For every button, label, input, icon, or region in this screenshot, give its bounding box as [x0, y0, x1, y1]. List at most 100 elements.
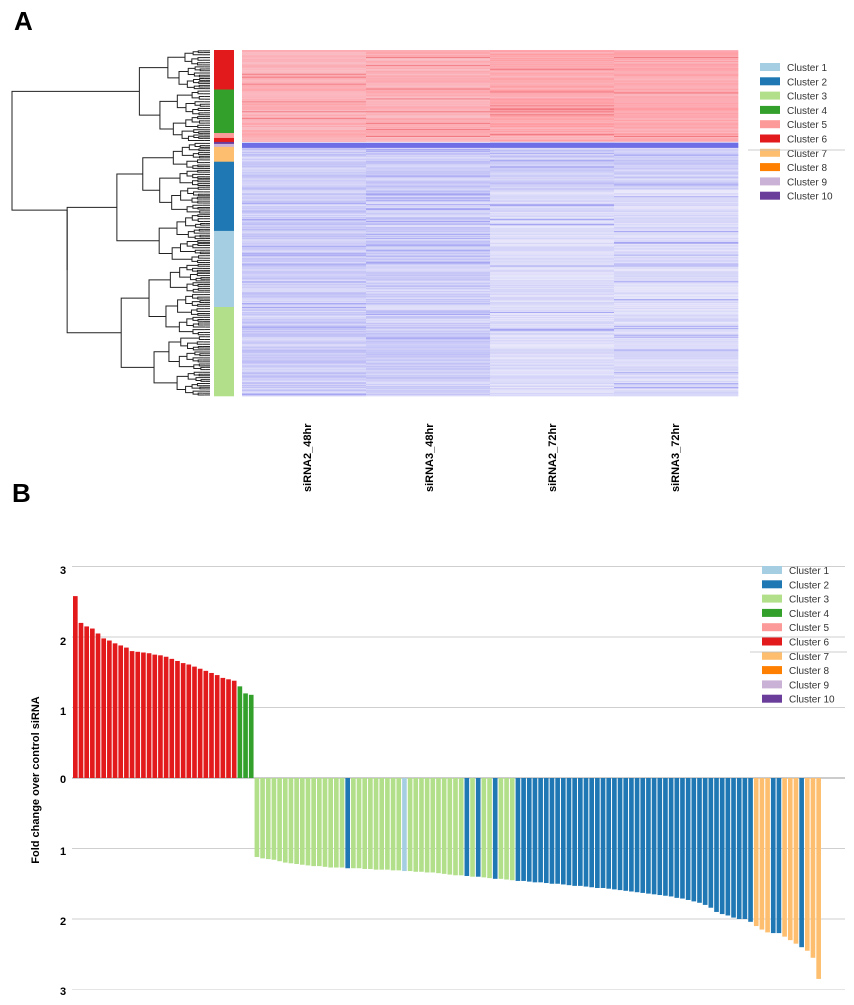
heatmap-cell: [366, 304, 491, 306]
dendrogram-branch: [185, 217, 196, 227]
heatmap-cell: [366, 176, 491, 178]
heatmap-cell: [490, 221, 615, 223]
heatmap-cell: [614, 380, 739, 382]
dendrogram-branch: [186, 318, 194, 327]
heatmap-cell: [366, 57, 491, 60]
heatmap-cell: [242, 387, 367, 389]
heatmap-cell: [242, 128, 367, 130]
heatmap-cell: [614, 228, 739, 231]
heatmap-cell: [490, 339, 615, 341]
bar: [685, 778, 691, 900]
heatmap-cell: [614, 83, 739, 85]
heatmap-cell: [366, 213, 491, 215]
heatmap-cell: [242, 306, 367, 308]
legend-swatch: [760, 177, 780, 186]
heatmap-cell: [366, 326, 491, 329]
bar: [776, 778, 782, 934]
heatmap-cell: [366, 88, 491, 90]
heatmap-cell: [490, 392, 615, 394]
heatmap-cell: [242, 147, 367, 150]
dendrogram-branch: [153, 351, 178, 384]
heatmap-cell: [242, 320, 367, 323]
dendrogram-branch: [197, 284, 204, 287]
legend-swatch: [760, 148, 780, 157]
heatmap-cell: [242, 200, 367, 202]
heatmap-cell: [366, 73, 491, 76]
heatmap-cell: [490, 261, 615, 263]
bar: [101, 638, 107, 778]
heatmap-cell: [490, 370, 615, 372]
heatmap-cell: [242, 350, 367, 352]
heatmap-cell: [614, 159, 739, 162]
heatmap-cell: [242, 321, 367, 324]
heatmap-cell: [490, 369, 615, 371]
heatmap-cell: [490, 383, 615, 385]
heatmap-cell: [614, 372, 739, 374]
heatmap-cell: [490, 395, 615, 397]
heatmap-cell: [242, 117, 367, 119]
heatmap-cell: [490, 228, 615, 231]
heatmap-cell: [242, 157, 367, 160]
heatmap-cell: [490, 278, 615, 280]
heatmap-cell: [614, 74, 739, 77]
heatmap-cell: [366, 247, 491, 250]
dendrogram: [11, 50, 210, 396]
bar: [549, 778, 555, 884]
heatmap-cell: [490, 320, 615, 323]
legend-swatch: [760, 77, 780, 86]
heatmap-cell: [242, 308, 367, 310]
heatmap-cell: [490, 359, 615, 361]
heatmap-cell: [614, 208, 739, 210]
heatmap-cell: [614, 250, 739, 253]
heatmap-cell: [490, 145, 615, 148]
heatmap-cell: [366, 204, 491, 206]
bar: [629, 778, 634, 892]
heatmap-cell: [366, 108, 491, 110]
heatmap-cell: [614, 322, 739, 325]
heatmap-cell: [242, 223, 367, 226]
heatmap-cell: [242, 309, 367, 312]
legend-swatch: [762, 651, 782, 660]
heatmap-cell: [614, 87, 739, 89]
bar: [345, 778, 351, 869]
heatmap-cell: [490, 108, 615, 110]
heatmap-cell: [614, 161, 739, 164]
heatmap-cell: [614, 177, 739, 179]
heatmap-cell: [366, 386, 491, 388]
dendrogram-branch: [199, 300, 205, 304]
heatmap-cell: [366, 354, 491, 356]
heatmap-cell: [242, 119, 367, 121]
heatmap-cell: [242, 285, 367, 287]
heatmap-cell: [614, 202, 739, 204]
heatmap-cell: [490, 135, 615, 137]
heatmap-cell: [614, 168, 739, 170]
heatmap-cell: [366, 334, 491, 337]
heatmap-cell: [614, 184, 739, 186]
heatmap-cell: [490, 51, 615, 54]
heatmap-cell: [366, 267, 491, 269]
heatmap-cell: [614, 262, 739, 264]
dendrogram-branch: [142, 157, 174, 191]
heatmap-cell: [490, 287, 615, 289]
heatmap-cell: [490, 169, 615, 171]
heatmap-cell: [490, 72, 615, 75]
heatmap-cell: [614, 132, 739, 134]
heatmap-cell: [490, 116, 615, 118]
dendrogram-branch: [197, 322, 204, 326]
heatmap-cell: [490, 226, 615, 229]
heatmap-cell: [490, 143, 615, 146]
heatmap-cell: [490, 235, 615, 238]
heatmap-cell: [366, 315, 491, 318]
heatmap-cell: [490, 252, 615, 254]
dendrogram-branch: [200, 277, 206, 280]
heatmap-cell: [490, 140, 615, 143]
bar: [663, 778, 668, 896]
heatmap-cell: [366, 197, 491, 199]
heatmap-cell: [366, 319, 491, 322]
heatmap-cell: [490, 175, 615, 177]
dendrogram-branch: [185, 103, 196, 113]
bar: [135, 651, 141, 778]
heatmap-cell: [490, 273, 615, 275]
heatmap-cell: [490, 304, 615, 306]
heatmap-cell: [614, 291, 739, 293]
